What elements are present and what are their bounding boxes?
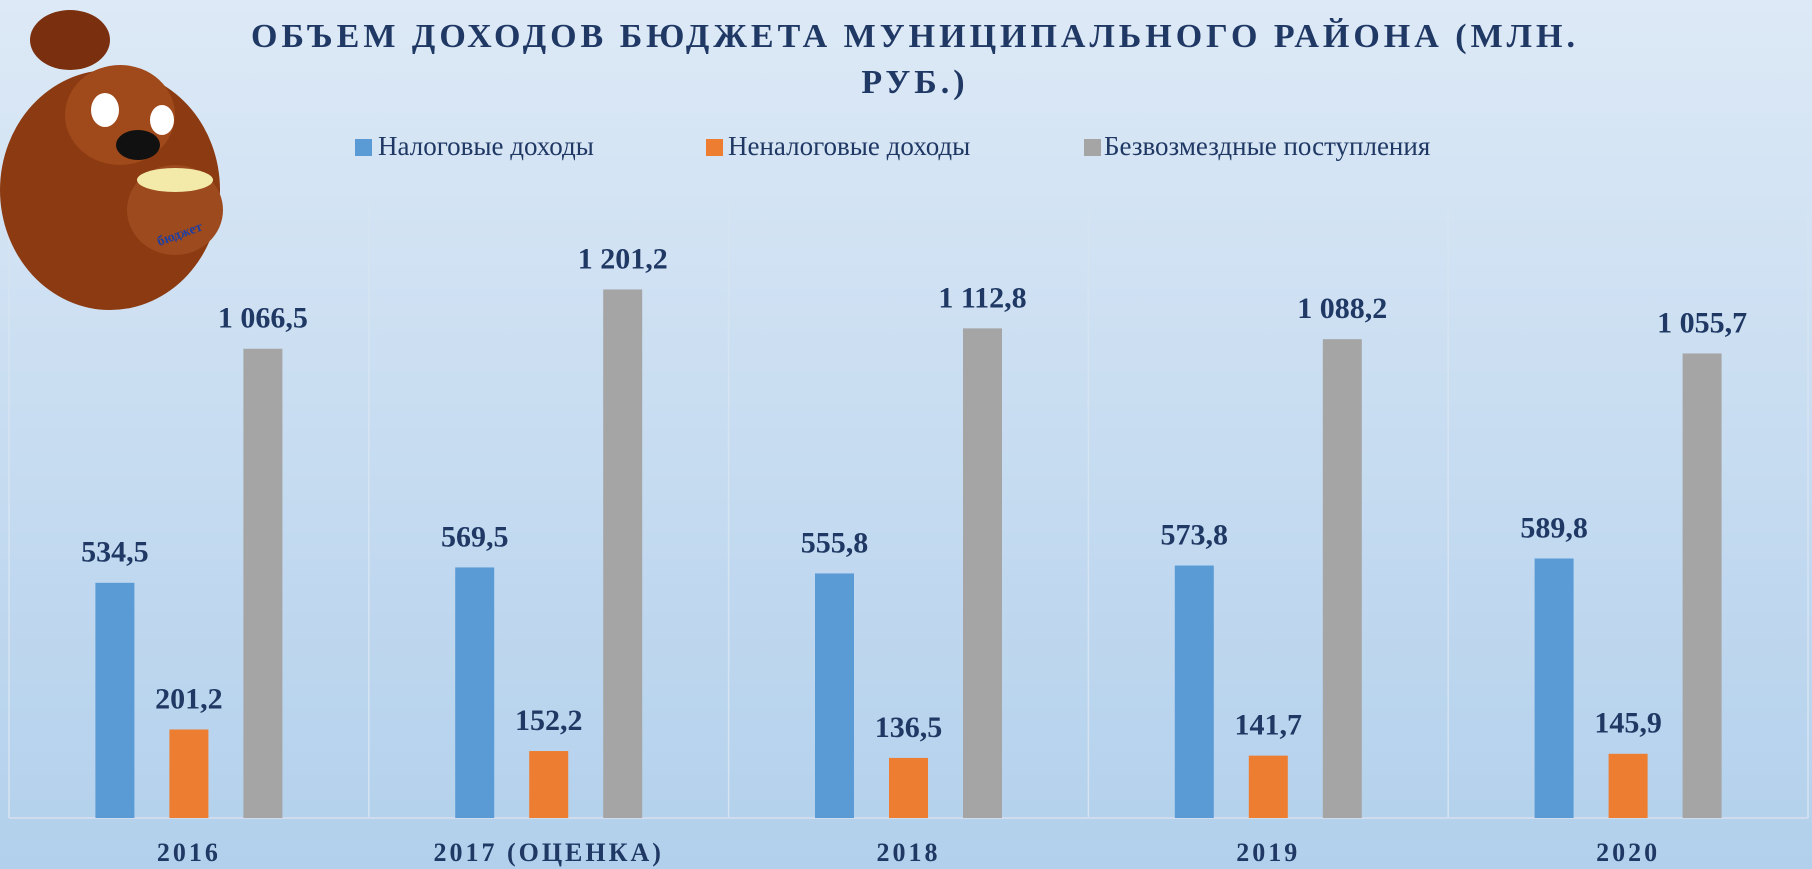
bar xyxy=(1534,558,1574,818)
bar xyxy=(1322,339,1362,818)
legend-swatch xyxy=(706,139,723,156)
legend-label: Безвозмездные поступления xyxy=(1104,131,1430,161)
chart-title: ОБЪЕМ ДОХОДОВ БЮДЖЕТА МУНИЦИПАЛЬНОГО РАЙ… xyxy=(251,18,1579,101)
data-label: 1 066,5 xyxy=(218,302,308,335)
data-label: 534,5 xyxy=(81,536,149,569)
data-label: 152,2 xyxy=(515,704,583,737)
bar xyxy=(455,567,495,818)
bar xyxy=(243,348,283,818)
bar xyxy=(889,757,928,818)
bear-illustration: бюджет xyxy=(0,10,223,310)
x-tick-label: 2020 xyxy=(1596,838,1660,867)
data-label: 1 201,2 xyxy=(578,242,668,275)
data-label: 555,8 xyxy=(801,526,869,559)
bar xyxy=(529,751,569,818)
bar xyxy=(1174,565,1214,818)
plot: 2016 2017 (ОЦЕНКА) 2018 2019 2020 Налоговые д… xyxy=(8,131,1809,867)
bar xyxy=(815,573,854,818)
x-tick-label: 2018 xyxy=(877,838,941,867)
legend-swatch xyxy=(1084,139,1101,156)
bar xyxy=(1682,353,1722,818)
data-label: 569,5 xyxy=(441,520,509,553)
legend-swatch xyxy=(355,139,372,156)
data-label: 145,9 xyxy=(1594,707,1662,740)
x-tick-label: 2016 xyxy=(157,838,221,867)
data-label: 589,8 xyxy=(1520,511,1588,544)
legend-label: Налоговые доходы xyxy=(378,131,594,161)
data-label: 136,5 xyxy=(875,711,943,744)
data-label: 1 055,7 xyxy=(1657,306,1747,339)
bar xyxy=(963,328,1002,818)
legend-label: Неналоговые доходы xyxy=(728,131,970,161)
x-tick-label: 2017 (ОЦЕНКА) xyxy=(433,838,663,867)
bar xyxy=(1608,753,1648,818)
bar xyxy=(95,582,135,818)
bar xyxy=(1248,755,1288,818)
data-label: 1 088,2 xyxy=(1297,292,1387,325)
x-tick-label: 2019 xyxy=(1236,838,1300,867)
bar xyxy=(603,289,643,818)
data-label: 201,2 xyxy=(155,682,223,715)
data-label: 573,8 xyxy=(1161,518,1229,551)
data-label: 141,7 xyxy=(1235,709,1303,742)
bar xyxy=(169,729,209,818)
data-label: 1 112,8 xyxy=(938,281,1026,314)
